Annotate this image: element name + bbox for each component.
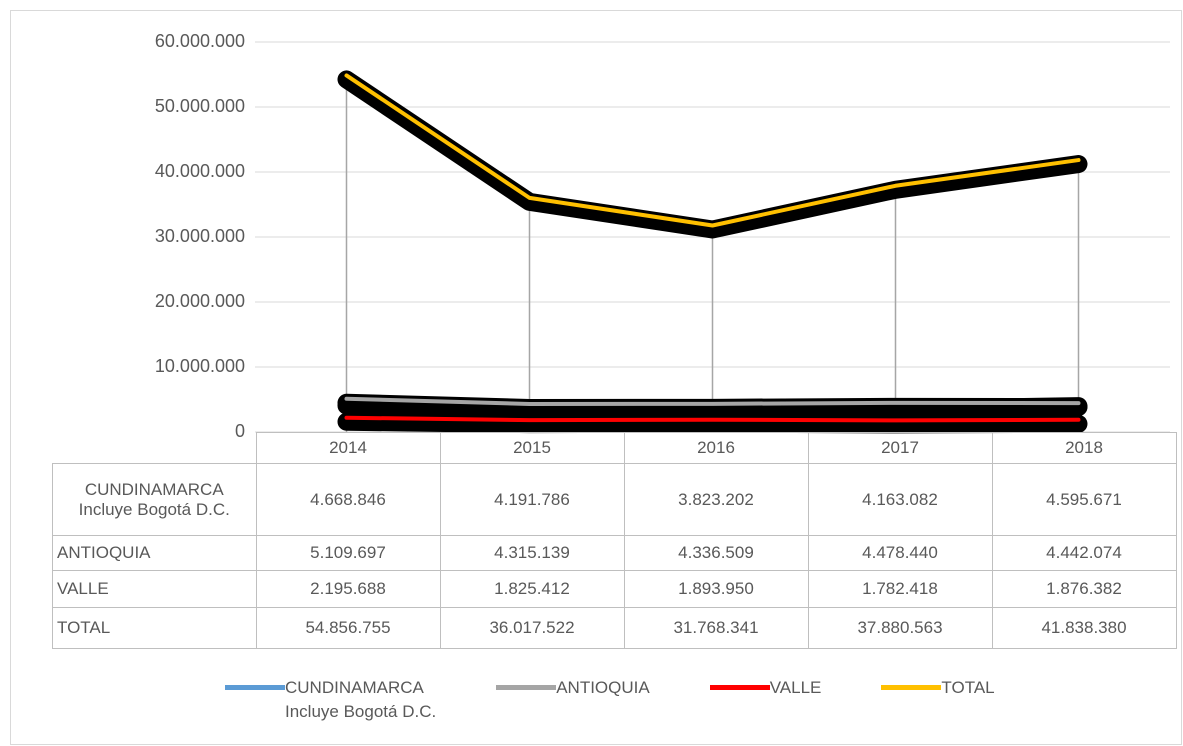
table-value: 5.109.697 — [255, 535, 441, 571]
table-value: 1.876.382 — [991, 570, 1177, 608]
table-value: 41.838.380 — [991, 607, 1177, 649]
table-value: 4.315.139 — [439, 535, 625, 571]
y-tick-label: 30.000.000 — [155, 226, 245, 246]
x-tick-label: 2016 — [623, 432, 809, 464]
table-value: 2.195.688 — [255, 570, 441, 608]
line-shadow — [337, 393, 1088, 417]
table-row: VALLE 2.195.688 1.825.412 1.893.950 1.782.41… — [52, 570, 1177, 608]
series-line — [344, 73, 1081, 228]
y-tick-label: 60.000.000 — [155, 31, 245, 51]
table-header-row: 2014 2015 2016 2017 2018 — [53, 432, 1177, 464]
table-row: CUNDINAMARCA Incluye Bogotá D.C. 4.668.84… — [52, 463, 1177, 536]
table-value: 4.442.074 — [991, 535, 1177, 571]
series-line — [344, 415, 1081, 423]
table-value: 4.191.786 — [439, 463, 625, 536]
legend-item: ANTIOQUIA — [496, 676, 650, 724]
table-value: 54.856.755 — [255, 607, 441, 649]
table-value: 31.768.341 — [623, 607, 809, 649]
legend-item: TOTAL — [881, 676, 995, 724]
table-value: 36.017.522 — [439, 607, 625, 649]
x-tick-label: 2014 — [255, 432, 441, 464]
legend-item: VALLE — [709, 676, 822, 724]
table-value: 4.478.440 — [807, 535, 993, 571]
table-value: 4.163.082 — [807, 463, 993, 536]
table-value: 4.336.509 — [623, 535, 809, 571]
legend: CUNDINAMARCA Incluye Bogotá D.C. ANTIOQUI… — [225, 676, 1055, 724]
y-tick-label: 0 — [235, 421, 245, 441]
line-shadow — [337, 412, 1088, 434]
legend-swatch — [225, 685, 285, 690]
data-table: 2014 2015 2016 2017 2018 CUNDINAMARCA Incluye… — [52, 432, 1177, 649]
table-value: 3.823.202 — [623, 463, 809, 536]
table-value: 37.880.563 — [807, 607, 993, 649]
row-header: ANTIOQUIA — [52, 535, 257, 571]
legend-label: CUNDINAMARCA Incluye Bogotá D.C. — [285, 678, 437, 721]
x-tick-label: 2017 — [807, 432, 993, 464]
x-tick-label: 2015 — [439, 432, 625, 464]
legend-swatch — [496, 685, 557, 690]
legend-label: TOTAL — [941, 678, 995, 697]
legend-swatch — [881, 685, 942, 690]
series-line — [344, 396, 1081, 406]
table-value: 4.595.671 — [991, 463, 1177, 536]
legend-label: ANTIOQUIA — [556, 678, 650, 697]
legend-swatch — [709, 685, 770, 690]
row-header: VALLE — [52, 570, 257, 608]
legend-item: CUNDINAMARCA Incluye Bogotá D.C. — [225, 676, 436, 724]
table-value: 1.893.950 — [623, 570, 809, 608]
y-tick-label: 10.000.000 — [155, 356, 245, 376]
y-tick-label: 20.000.000 — [155, 291, 245, 311]
table-value: 4.668.846 — [255, 463, 441, 536]
table-row: TOTAL 54.856.755 36.017.522 31.768.341 37.88… — [52, 607, 1177, 649]
y-tick-label: 40.000.000 — [155, 161, 245, 181]
row-header: TOTAL — [52, 607, 257, 649]
chart-frame — [10, 10, 1182, 745]
table-value: 1.825.412 — [439, 570, 625, 608]
table-corner — [53, 433, 257, 464]
y-tick-label: 50.000.000 — [155, 96, 245, 116]
x-tick-label: 2018 — [991, 432, 1177, 464]
row-header: CUNDINAMARCA Incluye Bogotá D.C. — [52, 463, 257, 536]
table-row: ANTIOQUIA 5.109.697 4.315.139 4.336.509 4.47… — [52, 535, 1177, 571]
line-shadow — [337, 70, 1088, 239]
legend-label: VALLE — [769, 678, 822, 697]
table-value: 1.782.418 — [807, 570, 993, 608]
